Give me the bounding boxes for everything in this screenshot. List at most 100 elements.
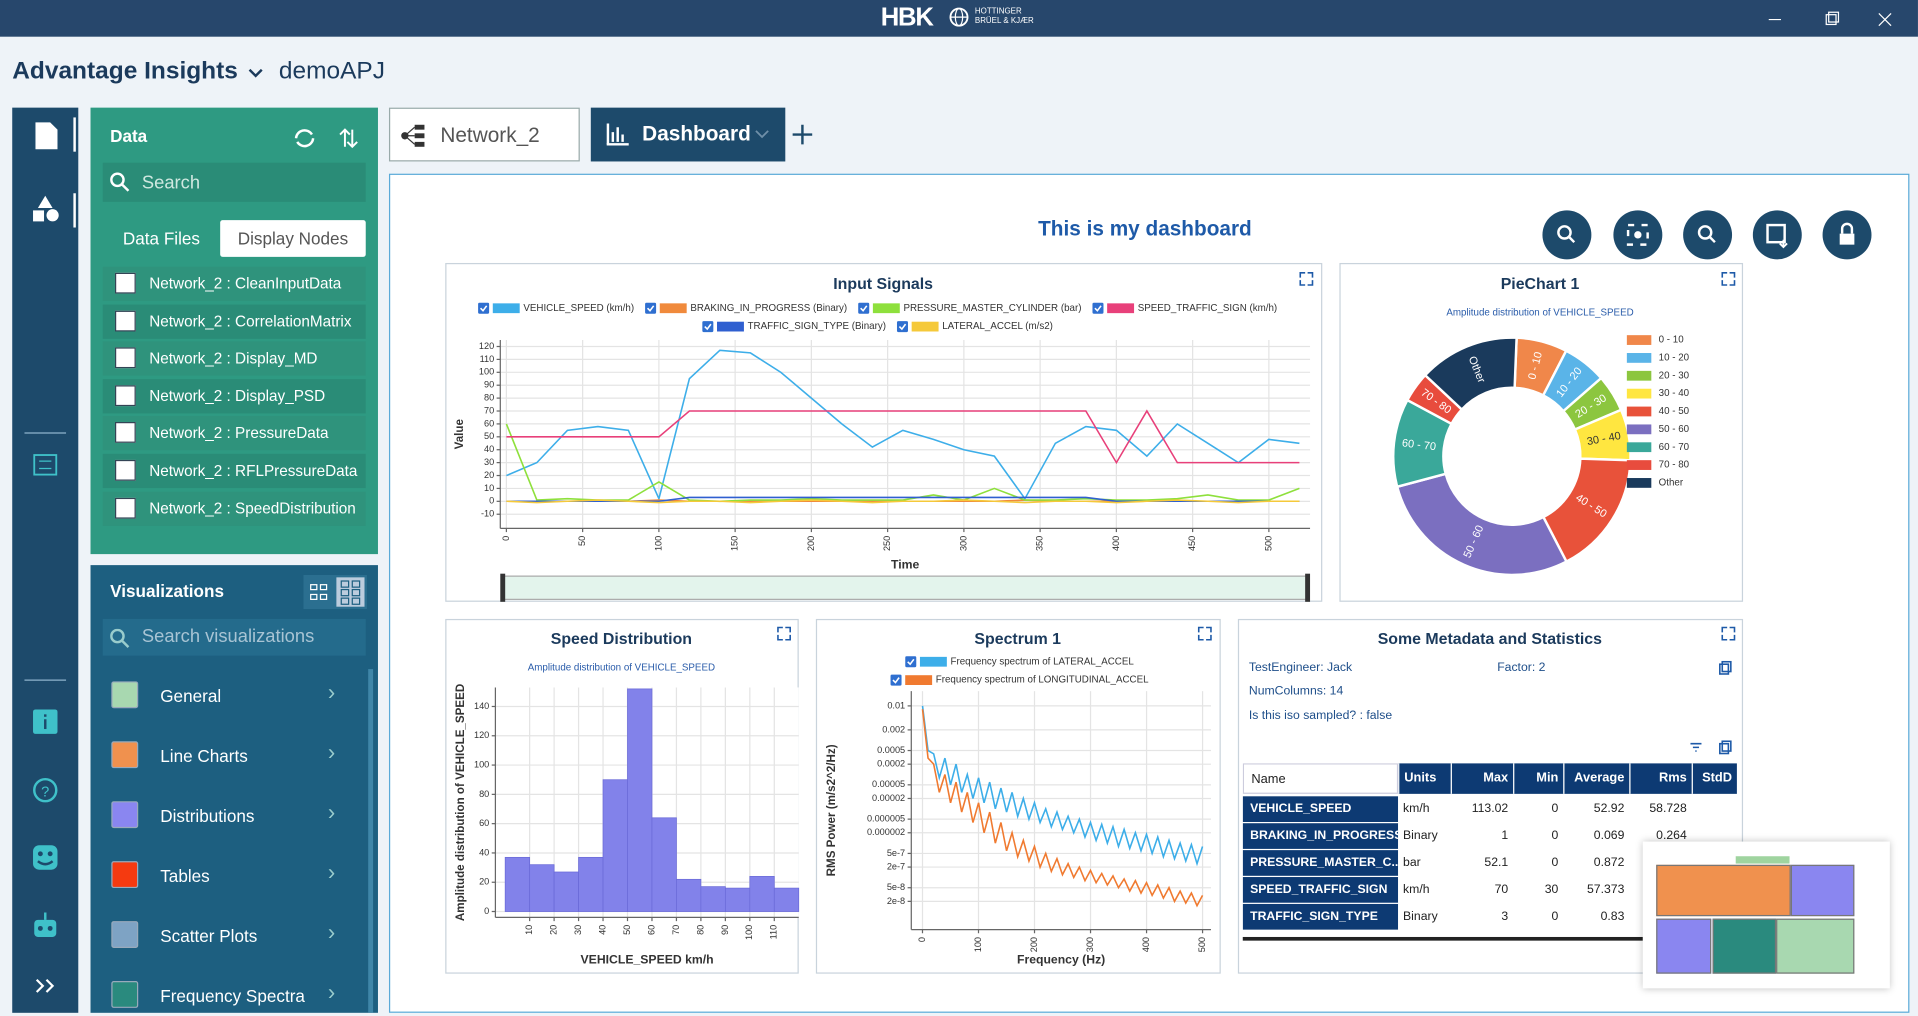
chart-title: PieChart 1 (1501, 276, 1580, 293)
metadata-field: NumColumns: 14 (1249, 683, 1344, 697)
legend-label: Other (1659, 477, 1684, 488)
table-cell: 57.373 (1563, 877, 1630, 903)
add-tab[interactable] (791, 124, 813, 146)
y-tick-label: 10 (484, 483, 494, 493)
viz-item[interactable]: Frequency Spectra › (103, 975, 362, 1013)
row-header: VEHICLE_SPEED (1242, 796, 1399, 822)
network-icon (401, 124, 425, 147)
legend-swatch (1626, 353, 1652, 363)
chevron (755, 130, 769, 139)
chart-subtitle: Amplitude distribution of VEHICLE_SPEED (1446, 308, 1633, 319)
item-icon (114, 347, 136, 369)
tab[interactable]: Data Files (122, 228, 201, 249)
window-controls[interactable] (1761, 10, 1896, 30)
line-series (506, 409, 1300, 465)
x-tick-label: 300 (1085, 937, 1095, 952)
table-cell: 52.92 (1563, 796, 1630, 822)
data-item[interactable]: Network_2 : SpeedDistribution (102, 491, 366, 526)
viz-swatch (111, 681, 139, 709)
legend-label: 60 - 70 (1659, 442, 1690, 453)
toolbar[interactable] (1542, 210, 1872, 260)
pie-slice (1423, 336, 1518, 412)
table-cell: 0.069 (1563, 823, 1630, 849)
data-item[interactable]: Network_2 : CleanInputData (102, 266, 366, 301)
data-item[interactable]: Network_2 : RFLPressureData (102, 453, 366, 489)
scrollbar[interactable] (1242, 936, 1708, 941)
data-item[interactable]: Network_2 : CorrelationMatrix (102, 304, 366, 339)
minimap-block (1735, 856, 1790, 864)
y-tick-label: 20 (484, 470, 494, 480)
data-item[interactable]: Network_2 : Display_MD (102, 341, 366, 376)
rail-icons[interactable]: ? (12, 108, 78, 1013)
item-icon (114, 272, 136, 294)
minimap[interactable] (1642, 841, 1890, 989)
y-tick-label: 2e-7 (887, 861, 905, 871)
y-tick-label: 5e-8 (887, 882, 905, 892)
viz-item[interactable]: Scatter Plots › (103, 915, 362, 957)
chevron: › (327, 740, 336, 765)
range-slider[interactable] (500, 573, 1311, 602)
y-tick-label: 90 (484, 380, 494, 390)
item-label: Network_2 : CorrelationMatrix (149, 312, 352, 330)
x-tick-label: 90 (720, 925, 730, 935)
histogram-bar (504, 856, 531, 912)
search-box[interactable]: Search (102, 162, 366, 202)
legend-swatch (1626, 370, 1652, 381)
data-item[interactable]: Network_2 : Display_PSD (102, 378, 366, 414)
y-axis-label: Amplitude distribution of VEHICLE_SPEED (454, 684, 467, 921)
data-item[interactable]: Network_2 : PressureData (102, 416, 366, 451)
scrollbar[interactable] (368, 669, 374, 1013)
line-series (921, 709, 1204, 908)
column-header: Rms (1629, 763, 1692, 794)
viz-item[interactable]: General › (103, 675, 362, 717)
expand-icons[interactable] (777, 271, 1736, 755)
app-title: Advantage Insights (12, 57, 238, 85)
y-tick-label: 80 (484, 393, 494, 403)
chevron[interactable] (247, 66, 264, 81)
x-tick-label: 150 (730, 536, 740, 551)
legend-check (860, 305, 868, 312)
tab-active[interactable]: Dashboard (590, 107, 786, 162)
y-tick-label: 50 (484, 431, 494, 441)
y-tick-label: 0.01 (887, 700, 905, 710)
x-tick-label: 70 (671, 925, 681, 935)
project-name[interactable]: demoAPJ (278, 57, 385, 85)
tab-active[interactable]: Display Nodes (220, 220, 366, 257)
legend-label: LATERAL_ACCEL (m/s2) (942, 321, 1053, 332)
legend-check (898, 323, 907, 331)
y-tick-label: 0 (489, 496, 494, 506)
legend-swatch (872, 303, 900, 314)
chart-title: Input Signals (833, 276, 933, 293)
viz-swatch (111, 981, 139, 1008)
viz-swatch (111, 861, 139, 889)
row-header: TRAFFIC_SIGN_TYPE (1242, 903, 1399, 930)
y-tick-label: 120 (479, 341, 494, 351)
table-cell: 52.1 (1450, 850, 1514, 876)
table-cell: 0 (1513, 903, 1564, 930)
x-tick-label: 250 (882, 536, 892, 551)
legend-checkbox (905, 656, 917, 668)
y-tick-label: -10 (481, 509, 494, 519)
viz-item[interactable]: Tables › (103, 855, 362, 897)
viz-item[interactable]: Distributions › (103, 795, 362, 837)
x-tick-label: 0 (917, 937, 927, 942)
viz-swatch (111, 801, 139, 829)
viz-item[interactable]: Line Charts › (103, 735, 362, 777)
viz-swatch (111, 921, 139, 948)
view-toggle[interactable] (303, 574, 367, 610)
x-tick-label: 50 (622, 925, 632, 935)
legend-checkbox (645, 302, 657, 314)
table-cell: 0.872 (1563, 850, 1630, 876)
histogram-bar (651, 817, 677, 912)
row-header: SPEED_TRAFFIC_SIGN (1242, 877, 1399, 903)
panel-actions[interactable] (291, 125, 364, 152)
tab[interactable]: Network_2 (388, 107, 580, 162)
line-series (921, 705, 1204, 867)
chevron: › (327, 979, 336, 1005)
legend-swatch (1626, 442, 1652, 453)
y-tick-label: 100 (474, 759, 489, 769)
legend-checkbox (896, 321, 908, 333)
search-box[interactable]: Search visualizations (102, 618, 366, 656)
x-tick-label: 200 (806, 536, 816, 551)
legend-checkbox (890, 674, 902, 686)
